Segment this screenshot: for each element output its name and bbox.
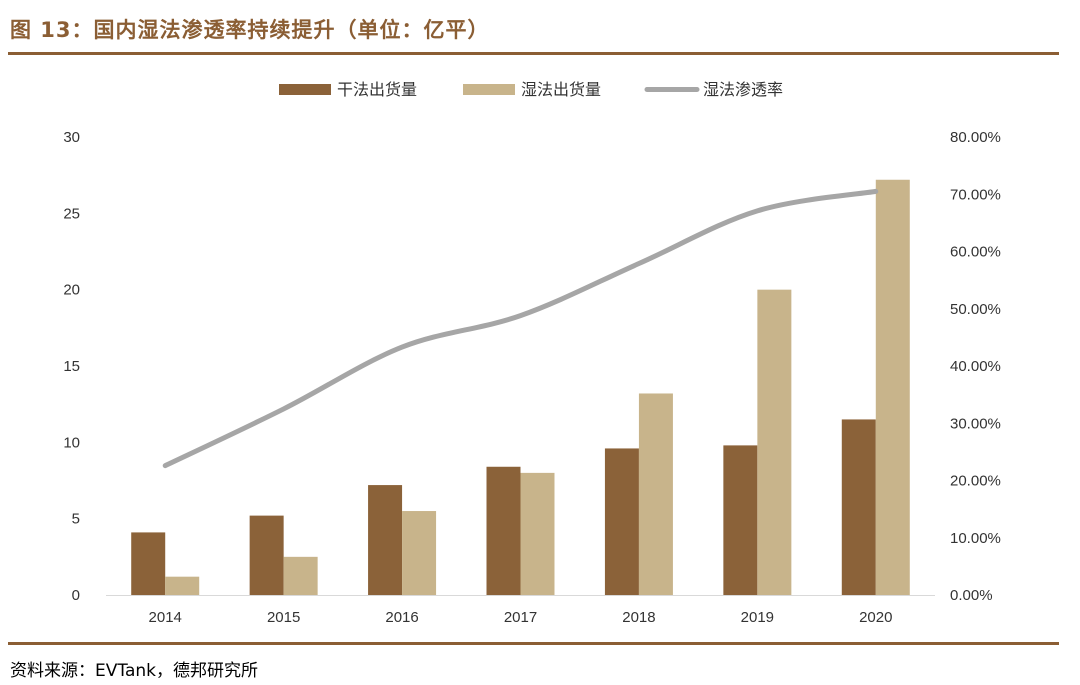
bar-wet [638, 393, 673, 595]
legend-label: 湿法出货量 [521, 80, 601, 99]
y-left-tick-label: 5 [72, 511, 80, 528]
y-right-tick-label: 70.00% [950, 186, 1001, 203]
y-left-tick-label: 25 [63, 205, 80, 222]
y-left-tick-label: 30 [63, 129, 80, 146]
bottom-divider [8, 642, 1059, 645]
y-right-tick-label: 40.00% [950, 358, 1001, 375]
bar-wet [520, 472, 555, 595]
line-series [162, 188, 879, 469]
y-left-tick-label: 10 [63, 434, 80, 451]
x-tick-label: 2019 [741, 609, 774, 626]
y-left-tick-label: 20 [63, 282, 80, 299]
bar-wet [757, 289, 792, 595]
bar-wet [283, 556, 318, 595]
y-right-tick-label: 60.00% [950, 244, 1001, 261]
bar-dry [841, 419, 876, 595]
legend-swatch [279, 84, 331, 95]
bar-dry [131, 532, 166, 595]
x-tick-label: 2015 [267, 609, 300, 626]
y-right-tick-label: 80.00% [950, 129, 1001, 146]
legend: 干法出货量 湿法出货量 湿法渗透率 [279, 80, 783, 99]
bar-series [131, 179, 910, 595]
y-left-tick-label: 0 [72, 587, 80, 604]
axes: 0 5 10 15 20 25 30 0.00% 10.00% 20.00% 30.00% 40.00… [63, 129, 1001, 626]
source-note: 资料来源：EVTank，德邦研究所 [10, 661, 258, 681]
bar-dry [486, 466, 521, 595]
x-tick-label: 2018 [622, 609, 655, 626]
x-tick-label: 2016 [385, 609, 418, 626]
bar-dry [249, 515, 284, 595]
legend-label: 干法出货量 [337, 80, 417, 99]
legend-label: 湿法渗透率 [703, 80, 783, 99]
y-right-tick-label: 50.00% [950, 301, 1001, 318]
x-tick-label: 2017 [504, 609, 537, 626]
x-tick-label: 2020 [859, 609, 892, 626]
y-left-tick-label: 15 [63, 358, 80, 375]
bar-dry [604, 448, 639, 595]
x-tick-label: 2014 [149, 609, 182, 626]
y-right-tick-label: 0.00% [950, 587, 993, 604]
y-right-tick-label: 30.00% [950, 415, 1001, 432]
y-right-tick-label: 20.00% [950, 473, 1001, 490]
y-right-tick-label: 10.00% [950, 530, 1001, 547]
bar-wet [402, 511, 437, 595]
figure-title: 图 13：国内湿法渗透率持续提升（单位：亿平） [10, 18, 490, 42]
bar-wet [165, 576, 200, 595]
bar-dry [368, 485, 403, 595]
bar-dry [723, 445, 758, 595]
top-divider [8, 52, 1059, 55]
bar-wet [875, 179, 910, 595]
legend-swatch [463, 84, 515, 95]
